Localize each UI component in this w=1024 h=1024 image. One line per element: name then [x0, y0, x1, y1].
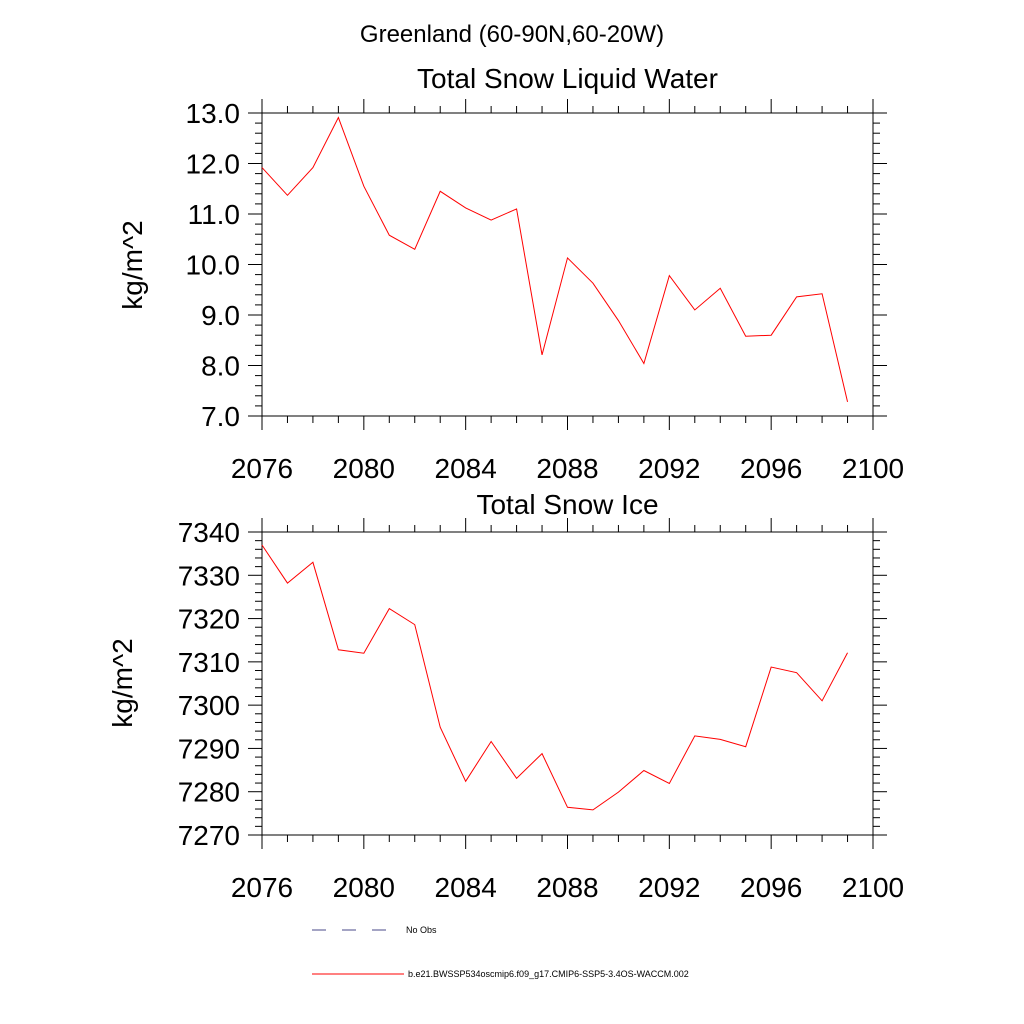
x-tick-label: 2096 — [740, 453, 802, 484]
y-tick-label: 7290 — [178, 733, 240, 764]
x-tick-label: 2092 — [638, 453, 700, 484]
x-tick-label: 2088 — [536, 872, 598, 903]
x-tick-label: 2080 — [333, 872, 395, 903]
x-tick-label: 2088 — [536, 453, 598, 484]
y-tick-label: 7320 — [178, 604, 240, 635]
chart-title: Total Snow Liquid Water — [417, 63, 718, 94]
y-tick-label: 10.0 — [186, 250, 241, 281]
chart-title: Total Snow Ice — [476, 489, 658, 520]
y-tick-label: 8.0 — [201, 351, 240, 382]
y-tick-label: 7340 — [178, 517, 240, 548]
legend-item-no-obs: No Obs — [312, 925, 437, 935]
y-axis-label: kg/m^2 — [117, 220, 148, 309]
y-tick-label: 7.0 — [201, 401, 240, 432]
chart-panel-snow-liquid-water: Total Snow Liquid Water kg/m^2 2076 2080 208… — [117, 63, 904, 484]
legend-label-model-run: b.e21.BWSSP534oscmip6.f09_g17.CMIP6-SSP5… — [408, 969, 689, 979]
x-tick-label: 2096 — [740, 872, 802, 903]
chart-panel-snow-ice: Total Snow Ice kg/m^2 2076 2080 2084 2088 2092… — [107, 489, 904, 903]
y-tick-label: 7270 — [178, 820, 240, 851]
y-tick-label: 13.0 — [186, 98, 241, 129]
x-tick-label: 2084 — [435, 872, 497, 903]
y-tick-label: 9.0 — [201, 300, 240, 331]
legend-label-no-obs: No Obs — [406, 925, 437, 935]
x-tick-label: 2076 — [231, 872, 293, 903]
legend: No Obs b.e21.BWSSP534oscmip6.f09_g17.CMI… — [312, 925, 689, 979]
x-tick-label: 2084 — [435, 453, 497, 484]
plot-frame — [261, 531, 874, 836]
x-tick-label: 2100 — [842, 453, 904, 484]
series-line-snow-liquid-water — [261, 116, 849, 402]
x-tick-label: 2076 — [231, 453, 293, 484]
y-tick-label: 7330 — [178, 560, 240, 591]
series-line-snow-ice — [261, 544, 848, 811]
x-tick-label: 2080 — [333, 453, 395, 484]
y-tick-label: 7280 — [178, 777, 240, 808]
x-tick-label: 2100 — [842, 872, 904, 903]
y-tick-label: 7300 — [178, 690, 240, 721]
y-axis-label: kg/m^2 — [107, 638, 138, 727]
page-title: Greenland (60-90N,60-20W) — [360, 21, 664, 48]
legend-item-model-run: b.e21.BWSSP534oscmip6.f09_g17.CMIP6-SSP5… — [312, 969, 689, 979]
y-tick-label: 12.0 — [186, 149, 241, 180]
y-tick-label: 7310 — [178, 647, 240, 678]
y-tick-label: 11.0 — [188, 199, 240, 230]
x-tick-label: 2092 — [638, 872, 700, 903]
